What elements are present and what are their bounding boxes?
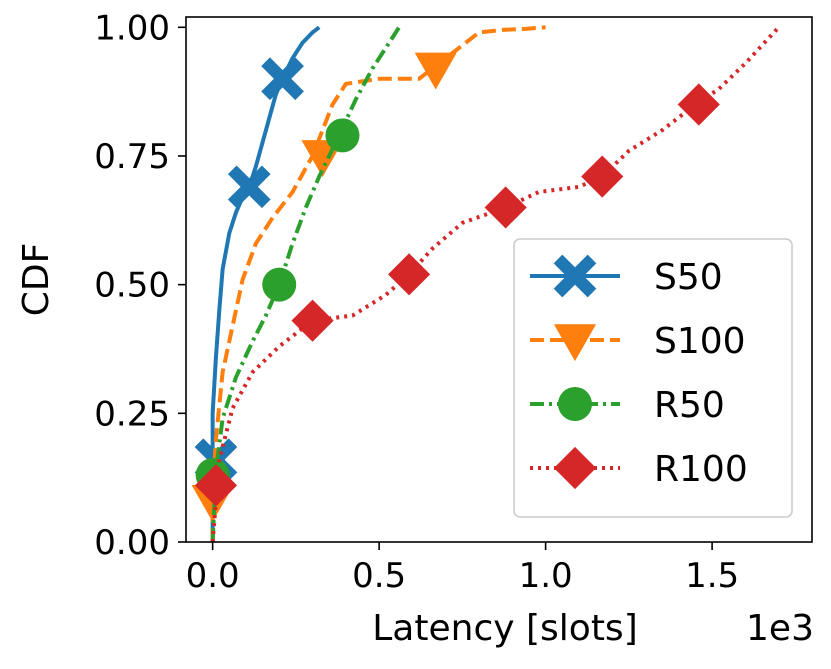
series-r100 <box>194 25 781 543</box>
y-axis-ticks: 0.00 0.25 0.50 0.75 1.00 <box>94 8 186 563</box>
series-s100 <box>191 25 546 542</box>
y-axis-label: CDF <box>16 243 57 317</box>
series-marker-r100 <box>677 83 720 126</box>
legend-label: R100 <box>654 449 748 490</box>
x-axis-scale-note: 1e3 <box>746 608 814 649</box>
series-marker-s50 <box>227 165 271 209</box>
y-tick-label: 0.50 <box>94 266 170 306</box>
series-marker-r100 <box>291 299 334 342</box>
y-tick-label: 1.00 <box>94 8 170 48</box>
legend-entry-s50: S50 <box>530 254 723 298</box>
legend-marker <box>553 446 597 490</box>
legend-marker <box>553 324 597 362</box>
series-marker-r100 <box>388 253 431 296</box>
series-line-s100 <box>210 25 546 542</box>
x-tick-label: 0.5 <box>352 556 406 596</box>
series-marker-r100 <box>581 155 624 198</box>
series-marker-s100 <box>414 52 457 90</box>
x-axis-label: Latency [slots] <box>372 608 637 649</box>
series-marker-r100 <box>194 464 238 507</box>
plot-series-group <box>191 25 781 543</box>
x-axis-ticks: 0.0 0.5 1.0 1.5 <box>186 542 739 596</box>
legend-label: S50 <box>654 257 723 298</box>
plot-area-frame <box>185 16 813 543</box>
legend-label: R50 <box>654 385 725 426</box>
series-marker-r100 <box>484 186 527 229</box>
legend-entry-r100: R100 <box>530 446 748 490</box>
legend: S50 S100 R50 R100 <box>513 238 793 518</box>
legend-marker <box>558 387 592 421</box>
x-tick-label: 1.0 <box>519 556 573 596</box>
y-tick-label: 0.25 <box>94 394 170 434</box>
series-r50 <box>195 26 401 543</box>
legend-entry-r50: R50 <box>530 385 725 426</box>
series-marker-s50 <box>261 57 304 101</box>
x-tick-label: 0.0 <box>186 556 240 596</box>
legend-entry-s100: S100 <box>530 321 746 362</box>
series-marker-r50 <box>262 267 297 302</box>
series-line-r50 <box>210 26 401 543</box>
series-line-r100 <box>210 25 781 543</box>
y-tick-label: 0.00 <box>94 523 170 563</box>
series-marker-r50 <box>325 118 360 153</box>
y-tick-label: 0.75 <box>94 137 170 177</box>
x-tick-label: 1.5 <box>685 556 739 596</box>
legend-box <box>513 238 793 518</box>
legend-marker <box>553 254 597 298</box>
legend-label: S100 <box>654 321 746 362</box>
